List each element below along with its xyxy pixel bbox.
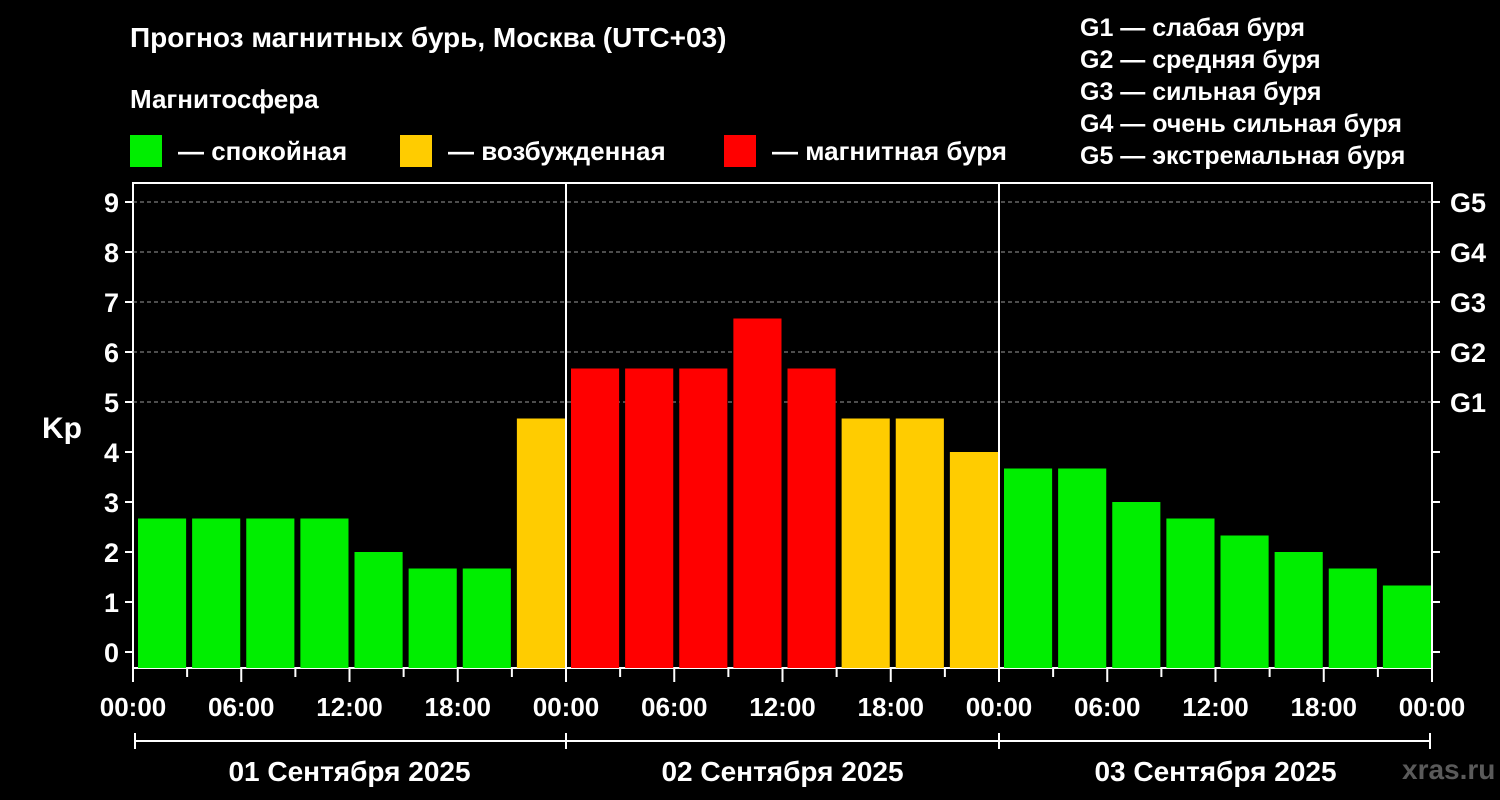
g-axis-label: G4 <box>1450 238 1486 268</box>
kp-bar <box>246 518 295 668</box>
x-tick-label: 00:00 <box>533 692 600 722</box>
y-tick-label: 2 <box>104 538 119 568</box>
y-tick-label: 5 <box>104 388 119 418</box>
kp-bar <box>300 518 349 668</box>
magnetosphere-heading: Магнитосфера <box>130 84 319 114</box>
y-tick-label: 9 <box>104 188 119 218</box>
x-tick-label: 00:00 <box>100 692 167 722</box>
g-axis-label: G2 <box>1450 338 1486 368</box>
kp-bar <box>1274 552 1323 668</box>
kp-bar <box>895 418 944 668</box>
x-tick-label: 12:00 <box>1182 692 1249 722</box>
y-tick-label: 8 <box>104 238 119 268</box>
kp-bar <box>625 368 674 668</box>
g-legend-g4: G4 — очень сильная буря <box>1080 110 1402 138</box>
kp-bar <box>1058 468 1107 668</box>
kp-bar <box>1382 585 1431 668</box>
g-scale-legend: G1 — слабая буря G2 — средняя буря G3 — … <box>1080 12 1405 172</box>
y-tick-label: 3 <box>104 488 119 518</box>
g-axis-label: G3 <box>1450 288 1486 318</box>
g-legend-g2: G2 — средняя буря <box>1080 46 1321 74</box>
x-tick-label: 00:00 <box>966 692 1033 722</box>
legend-swatch-excited <box>400 135 432 167</box>
kp-bar <box>733 318 782 668</box>
g-legend-g5: G5 — экстремальная буря <box>1080 142 1406 170</box>
page-title: Прогноз магнитных бурь, Москва (UTC+03) <box>130 22 727 53</box>
day-label: 02 Сентября 2025 <box>661 756 903 787</box>
g-axis-label: G5 <box>1450 188 1486 218</box>
legend-item-storm: — магнитная буря <box>724 134 1007 168</box>
kp-bar <box>462 568 511 668</box>
kp-bar <box>787 368 836 668</box>
day-label: 01 Сентября 2025 <box>228 756 470 787</box>
x-tick-label: 06:00 <box>1074 692 1141 722</box>
y-tick-label: 1 <box>104 588 119 618</box>
legend-label-calm: — спокойная <box>178 135 348 166</box>
x-tick-label: 06:00 <box>641 692 708 722</box>
g-legend-g1: G1 — слабая буря <box>1080 14 1306 42</box>
legend-label-storm: — магнитная буря <box>772 135 1007 166</box>
kp-bar <box>1220 535 1269 668</box>
legend-swatch-storm <box>724 135 756 167</box>
kp-bar <box>408 568 457 668</box>
kp-bar <box>1112 502 1161 668</box>
kp-bar <box>516 418 565 668</box>
legend-item-calm: — спокойная <box>130 134 347 168</box>
kp-bar <box>1166 518 1215 668</box>
legend-swatch-calm <box>130 135 162 167</box>
kp-bar <box>138 518 187 668</box>
kp-bar <box>1004 468 1053 668</box>
y-tick-label: 4 <box>104 438 119 468</box>
g-legend-g3: G3 — сильная буря <box>1080 78 1322 106</box>
y-tick-label: 7 <box>104 288 119 318</box>
y-axis-label: Kp <box>42 412 82 445</box>
legend-label-excited: — возбужденная <box>448 135 666 166</box>
y-tick-label: 6 <box>104 338 119 368</box>
day-label: 03 Сентября 2025 <box>1094 756 1336 787</box>
kp-bar <box>571 368 620 668</box>
kp-bar <box>679 368 728 668</box>
kp-bar <box>841 418 890 668</box>
x-tick-label: 00:00 <box>1399 692 1466 722</box>
y-tick-label: 0 <box>104 638 119 668</box>
x-tick-label: 18:00 <box>425 692 492 722</box>
g-axis-label: G1 <box>1450 388 1486 418</box>
x-tick-label: 18:00 <box>858 692 925 722</box>
x-tick-label: 12:00 <box>749 692 816 722</box>
kp-bar <box>354 552 403 668</box>
x-tick-label: 06:00 <box>208 692 275 722</box>
x-tick-label: 18:00 <box>1291 692 1358 722</box>
kp-bar <box>1328 568 1377 668</box>
kp-bar <box>192 518 241 668</box>
x-tick-label: 12:00 <box>316 692 383 722</box>
legend-item-excited: — возбужденная <box>400 134 666 168</box>
kp-bar <box>949 452 998 668</box>
watermark: xras.ru <box>1402 754 1496 785</box>
